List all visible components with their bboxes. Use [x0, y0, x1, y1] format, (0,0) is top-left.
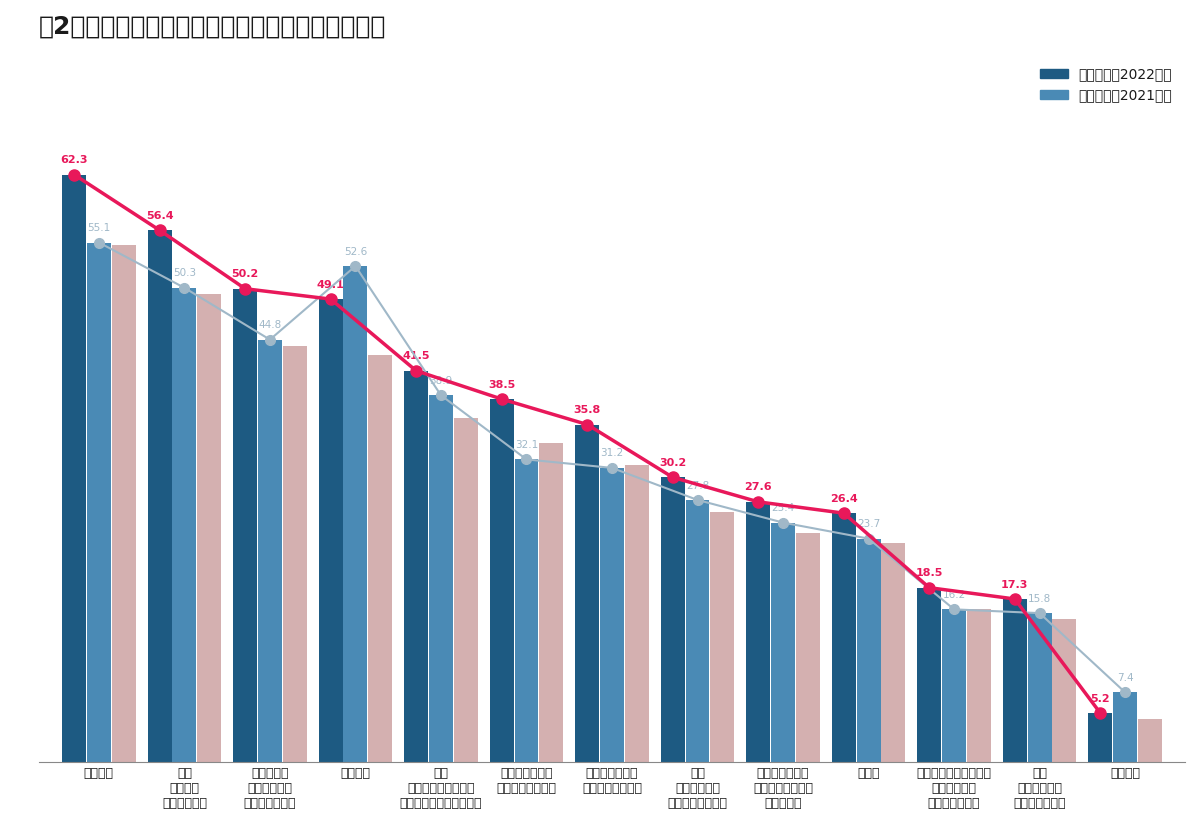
- Text: 56.4: 56.4: [145, 211, 173, 221]
- Bar: [343, 266, 367, 762]
- Text: 38.9: 38.9: [430, 376, 452, 386]
- Bar: [832, 513, 856, 762]
- Text: 27.8: 27.8: [686, 480, 709, 491]
- Bar: [625, 465, 649, 762]
- Text: 30.2: 30.2: [659, 458, 686, 468]
- Bar: [575, 425, 599, 762]
- Bar: [62, 175, 86, 762]
- Bar: [515, 460, 539, 762]
- Text: 25.4: 25.4: [772, 503, 794, 513]
- Text: 50.3: 50.3: [173, 268, 196, 278]
- Text: 26.4: 26.4: [830, 493, 858, 504]
- Bar: [112, 245, 136, 762]
- Bar: [1138, 719, 1162, 762]
- Bar: [283, 346, 307, 762]
- Text: 17.3: 17.3: [1001, 579, 1028, 590]
- Bar: [661, 478, 685, 762]
- Bar: [881, 543, 905, 762]
- Bar: [967, 609, 991, 762]
- Bar: [917, 587, 941, 762]
- Bar: [942, 610, 966, 762]
- Text: 52.6: 52.6: [344, 247, 367, 257]
- Bar: [197, 294, 221, 762]
- Bar: [1003, 599, 1027, 762]
- Text: 49.1: 49.1: [317, 280, 344, 290]
- Bar: [319, 299, 343, 762]
- Bar: [710, 512, 734, 762]
- Bar: [746, 502, 770, 762]
- Text: 噣2　コロナ前の状況や水準に復活してほしい事柄: 噣2 コロナ前の状況や水準に復活してほしい事柄: [38, 15, 386, 39]
- Bar: [685, 500, 709, 762]
- Text: 62.3: 62.3: [60, 155, 88, 165]
- Bar: [539, 443, 563, 762]
- Bar: [454, 417, 478, 762]
- Bar: [1052, 619, 1076, 762]
- Text: 55.1: 55.1: [88, 223, 110, 233]
- Bar: [857, 539, 881, 762]
- Bar: [600, 468, 624, 762]
- Bar: [86, 243, 110, 762]
- Bar: [404, 370, 428, 762]
- Text: 38.5: 38.5: [488, 380, 515, 389]
- Text: 5.2: 5.2: [1091, 694, 1110, 704]
- Bar: [258, 340, 282, 762]
- Text: 16.2: 16.2: [942, 590, 966, 600]
- Bar: [796, 533, 820, 762]
- Text: 32.1: 32.1: [515, 440, 538, 450]
- Bar: [1088, 713, 1112, 762]
- Text: 50.2: 50.2: [232, 269, 259, 280]
- Bar: [490, 399, 514, 762]
- Legend: 今回調査（2022年）, 前回調査（2021年）: 今回調査（2022年）, 前回調査（2021年）: [1034, 62, 1178, 108]
- Bar: [428, 395, 452, 762]
- Text: 7.4: 7.4: [1117, 673, 1134, 683]
- Text: 31.2: 31.2: [600, 449, 624, 459]
- Text: 23.7: 23.7: [857, 519, 880, 529]
- Text: 35.8: 35.8: [574, 405, 601, 415]
- Bar: [148, 230, 172, 762]
- Bar: [233, 289, 257, 762]
- Text: 44.8: 44.8: [258, 320, 282, 330]
- Bar: [1114, 692, 1138, 762]
- Text: 15.8: 15.8: [1028, 594, 1051, 604]
- Bar: [173, 288, 197, 762]
- Text: 41.5: 41.5: [402, 351, 430, 361]
- Text: 18.5: 18.5: [916, 568, 943, 578]
- Bar: [368, 355, 392, 762]
- Bar: [772, 522, 796, 762]
- Bar: [1027, 613, 1051, 762]
- Text: 27.6: 27.6: [744, 483, 772, 493]
